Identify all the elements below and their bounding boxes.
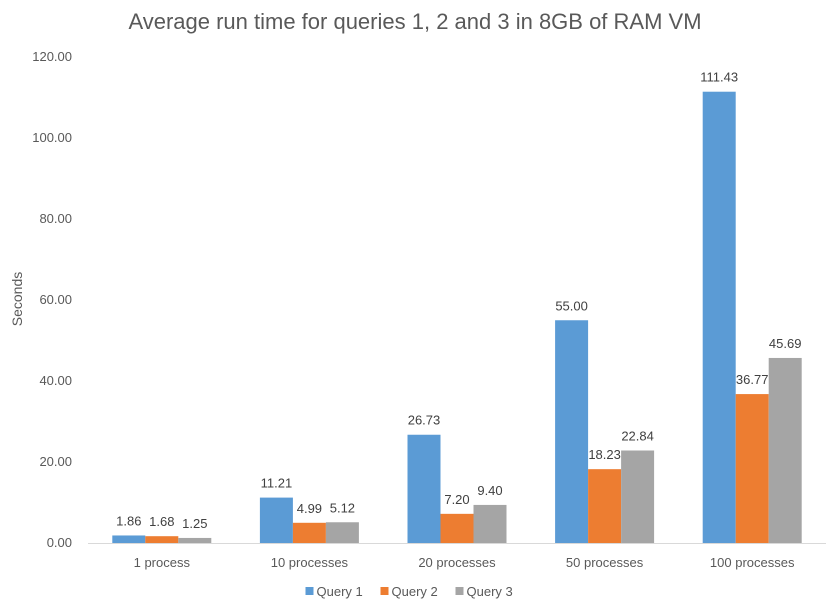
x-tick-label: 20 processes [418, 555, 496, 570]
legend-label: Query 3 [467, 584, 513, 599]
legend-label: Query 1 [317, 584, 363, 599]
y-tick-label: 0.00 [47, 535, 72, 550]
data-label: 11.21 [261, 476, 293, 491]
bar [178, 537, 212, 543]
bars-group [112, 91, 802, 543]
bar [621, 450, 655, 543]
data-label: 55.00 [555, 298, 588, 313]
bar [473, 504, 507, 543]
data-labels-group: 1.86 1.68 1.25 11.21 4.99 5.12 26.73 7.20 9.40 55… [116, 70, 801, 531]
y-tick-label: 20.00 [39, 454, 72, 469]
bar [735, 394, 769, 543]
data-label: 111.43 [700, 70, 738, 85]
legend-label: Query 2 [392, 584, 438, 599]
data-label: 26.73 [408, 413, 441, 428]
legend-swatch [305, 587, 314, 595]
bar [702, 91, 736, 543]
data-label: 1.25 [182, 516, 207, 531]
data-label: 5.12 [330, 500, 355, 515]
y-tick-label: 60.00 [39, 292, 72, 307]
bar [145, 536, 179, 543]
y-tick-label: 100.00 [32, 130, 72, 145]
bar [768, 357, 802, 543]
data-label: 1.68 [149, 514, 174, 529]
y-tick-label: 80.00 [39, 211, 72, 226]
legend-swatch [380, 587, 389, 595]
y-tick-label: 120.00 [32, 49, 72, 64]
bar [325, 522, 359, 543]
bar [440, 513, 474, 543]
data-label: 1.86 [116, 513, 141, 528]
data-label: 45.69 [769, 336, 802, 351]
bar [555, 320, 589, 543]
legend: Query 1 Query 2 Query 3 [305, 584, 513, 599]
y-axis-ticks: 0.00 20.00 40.00 60.00 80.00 100.00 120.00 [32, 49, 72, 550]
data-label: 9.40 [477, 483, 502, 498]
bar [588, 469, 622, 543]
x-tick-label: 100 processes [710, 555, 795, 570]
x-axis-ticks: 1 process 10 processes 20 processes 50 proc… [134, 555, 795, 570]
x-tick-label: 50 processes [566, 555, 644, 570]
bar [259, 497, 293, 543]
chart-title: Average run time for queries 1, 2 and 3 … [128, 9, 701, 34]
data-label: 18.23 [588, 447, 621, 462]
x-tick-label: 1 process [134, 555, 191, 570]
data-label: 7.20 [444, 492, 469, 507]
data-label: 4.99 [297, 501, 322, 516]
legend-swatch [455, 587, 464, 595]
bar [407, 434, 441, 543]
bar [292, 522, 326, 543]
bar [112, 535, 146, 543]
y-axis-label: Seconds [9, 272, 25, 326]
y-tick-label: 40.00 [39, 373, 72, 388]
data-label: 36.77 [736, 372, 769, 387]
data-label: 22.84 [621, 428, 654, 443]
x-tick-label: 10 processes [271, 555, 349, 570]
